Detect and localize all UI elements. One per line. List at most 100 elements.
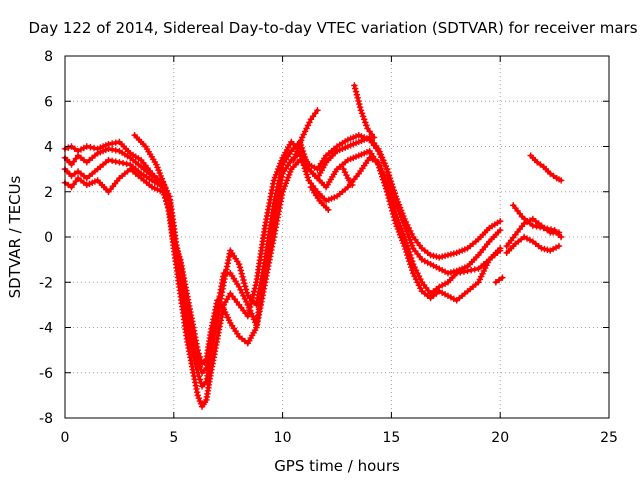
data-point-marker — [105, 156, 112, 164]
data-point-marker — [119, 159, 127, 167]
data-point-marker — [537, 161, 544, 168]
data-point-marker — [375, 145, 382, 152]
data-point-marker — [355, 97, 362, 105]
fragment-10 — [503, 233, 563, 257]
data-point-marker — [249, 313, 256, 320]
data-point-marker — [235, 260, 243, 268]
data-point-marker — [357, 107, 365, 114]
data-point-marker — [388, 204, 395, 211]
data-point-marker — [362, 119, 369, 126]
data-point-marker — [376, 164, 383, 171]
data-point-marker — [176, 253, 183, 260]
data-point-marker — [391, 217, 399, 224]
data-point-marker — [314, 107, 321, 114]
data-point-marker — [241, 283, 249, 290]
data-point-marker — [239, 273, 246, 281]
data-point-marker — [402, 245, 409, 253]
data-point-marker — [197, 379, 205, 387]
data-point-marker — [65, 144, 72, 151]
y-tick-label: -8 — [39, 411, 53, 427]
data-point-marker — [358, 110, 366, 117]
data-point-marker — [378, 154, 386, 161]
data-point-marker — [460, 268, 468, 275]
data-point-marker — [325, 206, 332, 214]
data-point-marker — [495, 276, 503, 284]
data-point-marker — [385, 172, 392, 179]
data-point-marker — [447, 251, 455, 258]
y-tick-label: -2 — [39, 275, 53, 291]
data-point-marker — [238, 270, 245, 277]
data-point-marker — [361, 116, 368, 123]
data-point-marker — [195, 372, 203, 380]
data-point-marker — [65, 181, 72, 189]
data-point-marker — [384, 191, 392, 199]
data-point-marker — [112, 147, 119, 154]
data-point-marker — [447, 269, 455, 276]
x-tick-label: 10 — [274, 430, 292, 446]
data-point-marker — [108, 146, 116, 153]
data-point-marker — [538, 245, 545, 252]
data-point-marker — [90, 144, 98, 152]
data-point-marker — [387, 201, 394, 208]
data-point-marker — [497, 227, 504, 234]
data-point-marker — [544, 246, 551, 254]
data-point-marker — [123, 160, 130, 168]
data-point-marker — [404, 251, 411, 259]
x-tick-label: 0 — [61, 430, 70, 446]
data-point-marker — [384, 169, 392, 176]
data-point-marker — [436, 254, 443, 261]
data-point-marker — [237, 267, 245, 274]
fragment-9 — [503, 215, 563, 250]
data-point-marker — [244, 301, 251, 309]
data-point-marker — [377, 167, 384, 174]
data-point-marker — [444, 270, 452, 277]
data-point-marker — [242, 286, 250, 293]
data-point-marker — [370, 134, 378, 141]
data-point-marker — [105, 145, 112, 152]
data-point-marker — [359, 113, 367, 120]
data-point-marker — [385, 194, 392, 202]
data-point-marker — [241, 279, 248, 287]
data-point-marker — [471, 266, 479, 273]
data-point-marker — [407, 260, 414, 268]
x-axis-label: GPS time / hours — [274, 457, 400, 475]
data-point-marker — [196, 353, 204, 361]
plot-area — [61, 82, 565, 410]
data-point-marker — [450, 250, 457, 257]
data-point-marker — [363, 122, 370, 129]
data-point-marker — [83, 143, 90, 150]
data-point-marker — [172, 244, 180, 251]
data-point-marker — [381, 182, 389, 189]
data-point-marker — [352, 88, 360, 95]
data-point-marker — [497, 247, 504, 254]
data-point-marker — [405, 254, 412, 262]
data-point-marker — [236, 264, 244, 271]
data-point-marker — [248, 310, 255, 317]
data-point-marker — [196, 376, 204, 383]
data-point-marker — [529, 222, 537, 229]
data-point-marker — [408, 263, 415, 271]
data-point-marker — [356, 100, 363, 108]
data-point-marker — [438, 253, 446, 260]
y-tick-label: 8 — [44, 49, 53, 65]
data-point-marker — [379, 173, 386, 180]
x-tick-label: 25 — [600, 430, 618, 446]
data-point-marker — [174, 250, 182, 257]
data-point-marker — [162, 197, 170, 204]
data-point-marker — [349, 181, 356, 189]
y-tick-label: -4 — [39, 321, 53, 337]
data-point-marker — [351, 82, 358, 89]
data-point-marker — [240, 276, 247, 284]
data-point-marker — [533, 159, 541, 166]
data-point-marker — [444, 251, 452, 259]
data-point-marker — [383, 188, 391, 195]
data-point-marker — [304, 174, 311, 181]
data-point-marker — [555, 229, 563, 236]
series-track-4 — [61, 147, 504, 367]
data-point-marker — [557, 233, 565, 241]
data-point-marker — [303, 171, 310, 178]
data-point-marker — [457, 269, 464, 276]
data-point-marker — [467, 266, 475, 274]
data-point-marker — [353, 91, 361, 98]
